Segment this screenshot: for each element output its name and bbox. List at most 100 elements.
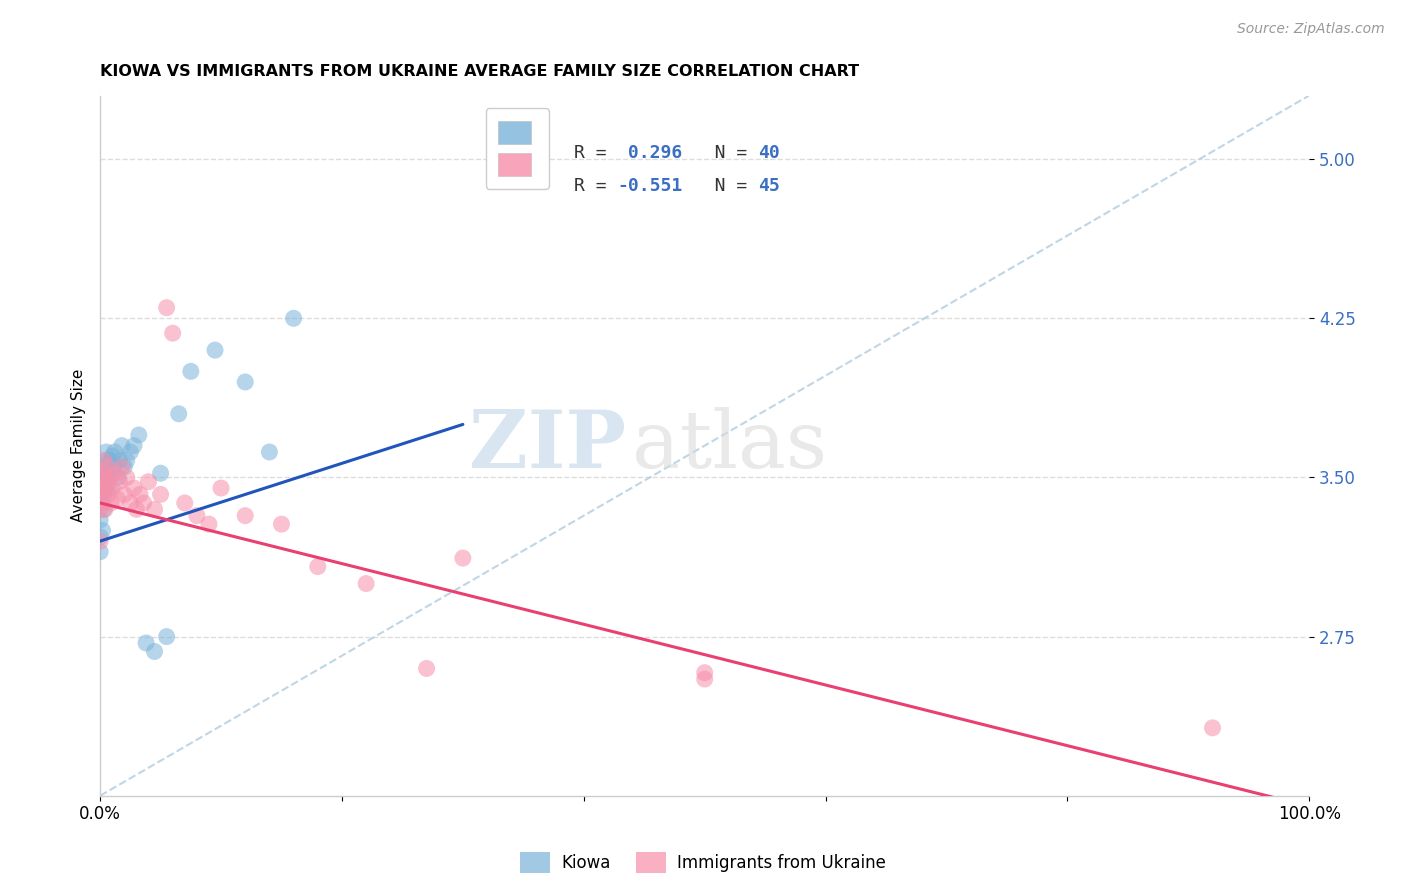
Point (162, 326, 184, 341)
Point (198, 517, 221, 532)
Point (135, 636, 157, 650)
Point (115, 470, 138, 484)
Point (186, 508, 208, 523)
Point (233, 375, 256, 389)
Point (112, 487, 135, 501)
Point (90, 496, 112, 510)
Point (104, 445, 127, 459)
Point (90, 487, 112, 501)
Y-axis label: Average Family Size: Average Family Size (72, 369, 86, 523)
Point (112, 459, 135, 474)
Text: N =: N = (682, 178, 758, 195)
Point (125, 502, 148, 516)
Point (233, 508, 256, 523)
Text: Source: ZipAtlas.com: Source: ZipAtlas.com (1237, 22, 1385, 37)
Point (129, 487, 152, 501)
Point (138, 475, 160, 489)
Point (94, 481, 117, 495)
Point (93, 453, 115, 467)
Point (120, 445, 142, 459)
Point (93, 487, 115, 501)
Point (1201, 721, 1223, 735)
Point (97, 481, 120, 495)
Point (90, 470, 112, 484)
Point (156, 630, 179, 644)
Point (111, 459, 134, 474)
Point (101, 449, 124, 463)
Point (94, 481, 117, 495)
Point (283, 311, 305, 326)
Text: 0.296: 0.296 (617, 145, 682, 162)
Point (91, 524, 114, 538)
Point (149, 467, 172, 481)
Point (101, 481, 124, 495)
Point (96, 459, 118, 474)
Point (98, 467, 121, 481)
Point (108, 453, 131, 467)
Point (96, 453, 118, 467)
Point (89, 545, 111, 559)
Point (91, 470, 114, 484)
Point (167, 407, 190, 421)
Text: 45: 45 (758, 178, 780, 195)
Point (96, 445, 118, 459)
Point (93, 475, 115, 489)
Point (143, 502, 166, 516)
Point (89, 502, 111, 516)
Point (451, 551, 474, 566)
Point (143, 644, 166, 658)
Point (180, 364, 202, 378)
Point (115, 453, 138, 467)
Point (354, 576, 377, 591)
Text: R =: R = (574, 145, 617, 162)
Legend: Kiowa, Immigrants from Ukraine: Kiowa, Immigrants from Ukraine (513, 846, 893, 880)
Point (270, 517, 292, 532)
Point (122, 439, 145, 453)
Text: atlas: atlas (633, 407, 827, 484)
Point (98, 470, 121, 484)
Point (693, 665, 716, 680)
Point (209, 481, 232, 495)
Point (108, 475, 131, 489)
Point (103, 459, 125, 474)
Point (97, 487, 120, 501)
Point (100, 453, 122, 467)
Point (91, 496, 114, 510)
Point (105, 491, 128, 506)
Point (89, 530, 111, 544)
Point (94, 502, 117, 516)
Point (90, 481, 112, 495)
Point (93, 467, 115, 481)
Point (173, 496, 195, 510)
Point (149, 487, 172, 501)
Point (89, 534, 111, 549)
Point (132, 496, 155, 510)
Point (259, 445, 281, 459)
Text: N =: N = (682, 145, 758, 162)
Point (91, 481, 114, 495)
Point (128, 428, 150, 442)
Text: R =: R = (574, 178, 617, 195)
Point (693, 672, 716, 686)
Point (307, 559, 329, 574)
Point (111, 439, 134, 453)
Point (96, 475, 118, 489)
Point (204, 343, 226, 358)
Point (104, 467, 127, 481)
Point (91, 459, 114, 474)
Text: KIOWA VS IMMIGRANTS FROM UKRAINE AVERAGE FAMILY SIZE CORRELATION CHART: KIOWA VS IMMIGRANTS FROM UKRAINE AVERAGE… (100, 64, 859, 79)
Point (122, 481, 145, 495)
Point (107, 470, 129, 484)
Point (120, 496, 142, 510)
Point (415, 661, 437, 675)
Text: 40: 40 (758, 145, 780, 162)
Point (89, 513, 111, 527)
Point (94, 467, 117, 481)
Point (156, 301, 179, 315)
Text: -0.551: -0.551 (617, 178, 682, 195)
Text: ZIP: ZIP (470, 407, 626, 484)
Point (100, 496, 122, 510)
Point (93, 502, 115, 516)
Legend: , : , (485, 108, 548, 189)
Point (96, 459, 118, 474)
